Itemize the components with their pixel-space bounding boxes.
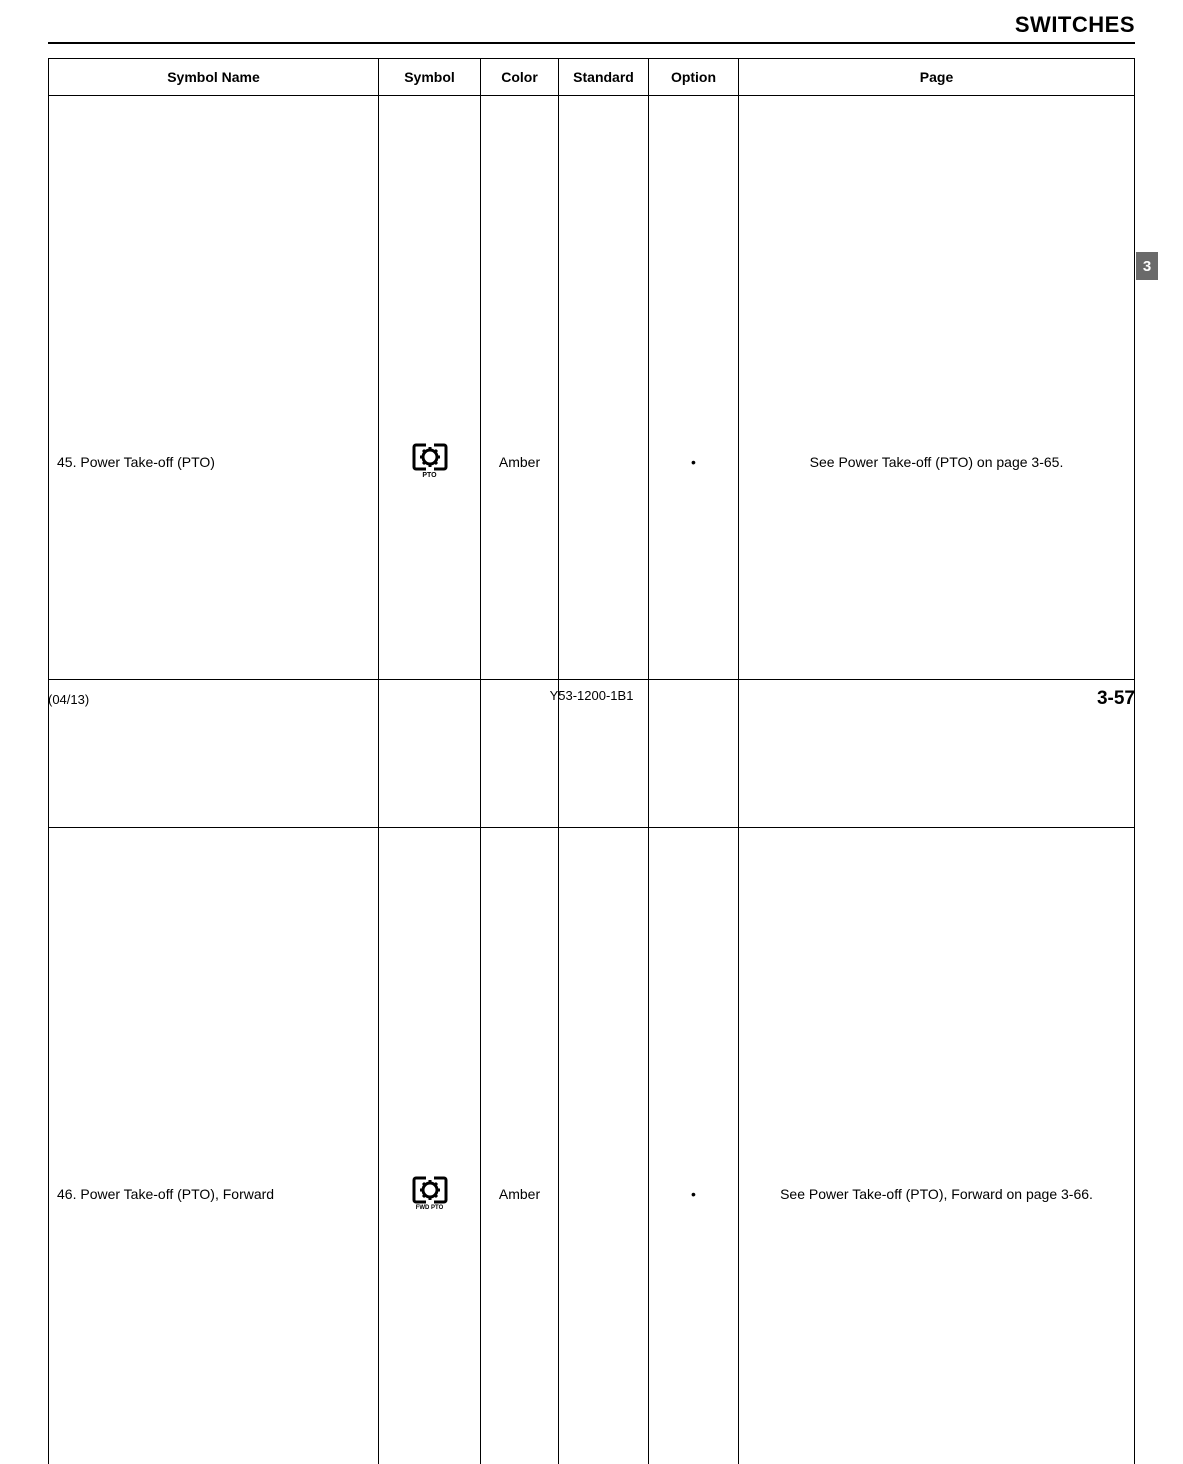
table-row: 45. Power Take-off (PTO) PTO Amber • See… bbox=[49, 96, 1135, 828]
pto-icon: FWD PTO bbox=[412, 1176, 448, 1211]
cell-color: Amber bbox=[481, 96, 559, 828]
cell-option: • bbox=[649, 96, 739, 828]
cell-standard bbox=[559, 96, 649, 828]
pto-icon: PTO bbox=[412, 443, 448, 479]
col-name: Symbol Name bbox=[49, 59, 379, 96]
cell-symbol: PTO bbox=[379, 96, 481, 828]
col-symbol: Symbol bbox=[379, 59, 481, 96]
switches-table: Symbol Name Symbol Color Standard Option… bbox=[48, 58, 1135, 1464]
table-row: 46. Power Take-off (PTO), Forward FWD PT… bbox=[49, 828, 1135, 1464]
page-title: SWITCHES bbox=[48, 12, 1135, 44]
page-footer: (04/13) Y53-1200-1B1 3-57 bbox=[48, 679, 1135, 710]
cell-color: Amber bbox=[481, 828, 559, 1464]
chapter-thumb-tab: 3 bbox=[1136, 252, 1158, 280]
table-header-row: Symbol Name Symbol Color Standard Option… bbox=[49, 59, 1135, 96]
cell-option: • bbox=[649, 828, 739, 1464]
icon-caption: FWD PTO bbox=[412, 1205, 448, 1211]
cell-page: See Power Take-off (PTO) on page 3-65. bbox=[739, 96, 1135, 828]
cell-symbol: FWD PTO bbox=[379, 828, 481, 1464]
cell-page: See Power Take-off (PTO), Forward on pag… bbox=[739, 828, 1135, 1464]
cell-name: 46. Power Take-off (PTO), Forward bbox=[49, 828, 379, 1464]
col-opt: Option bbox=[649, 59, 739, 96]
col-std: Standard bbox=[559, 59, 649, 96]
icon-caption: PTO bbox=[412, 472, 448, 479]
col-color: Color bbox=[481, 59, 559, 96]
cell-name: 45. Power Take-off (PTO) bbox=[49, 96, 379, 828]
cell-standard bbox=[559, 828, 649, 1464]
page: SWITCHES Symbol Name Symbol Color Standa… bbox=[0, 0, 1183, 732]
col-page: Page bbox=[739, 59, 1135, 96]
footer-center: Y53-1200-1B1 bbox=[48, 688, 1135, 703]
